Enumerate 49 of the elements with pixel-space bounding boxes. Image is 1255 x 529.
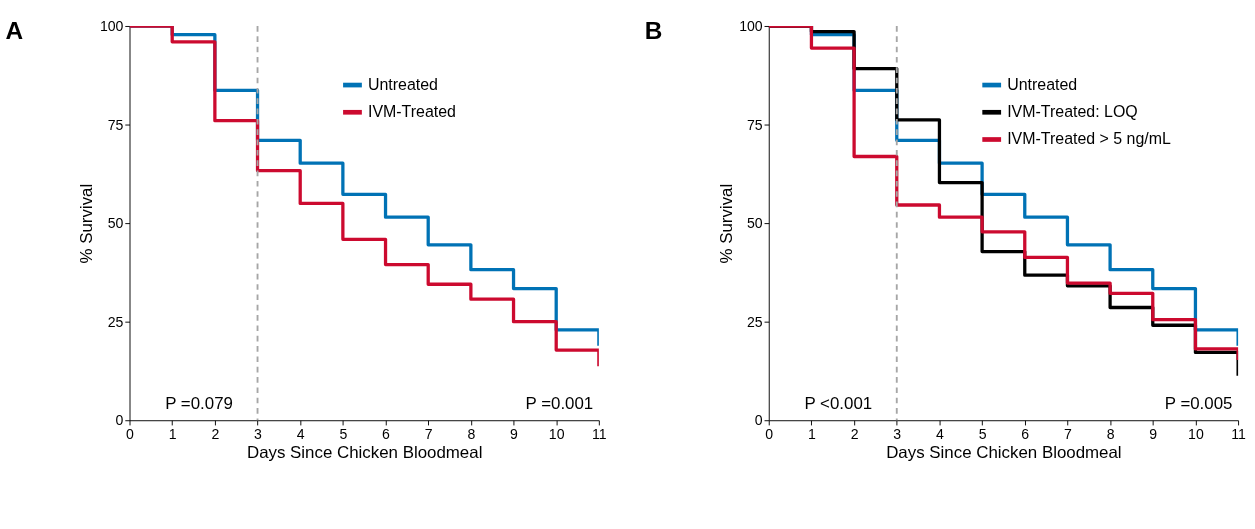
y-tick-label: 100 <box>739 18 763 35</box>
y-tick-label: 75 <box>747 116 763 133</box>
x-tick-label: 0 <box>126 425 135 442</box>
legend-label: IVM-Treated > 5 ng/mL <box>1007 130 1172 148</box>
x-tick-label: 1 <box>168 425 177 442</box>
annotation: P =0.079 <box>165 393 233 413</box>
x-tick-label: 0 <box>765 425 774 442</box>
x-tick-label: 2 <box>850 425 859 442</box>
y-tick-label: 0 <box>115 412 124 429</box>
y-tick-label: 25 <box>747 313 763 330</box>
x-tick-label: 8 <box>467 425 476 442</box>
x-tick-label: 7 <box>1063 425 1072 442</box>
legend-label: IVM-Treated <box>367 102 456 120</box>
chart-title: B <box>644 17 663 45</box>
x-tick-label: 8 <box>1106 425 1115 442</box>
x-tick-label: 10 <box>1188 425 1204 442</box>
legend-label: IVM-Treated: LOQ <box>1007 102 1138 120</box>
x-tick-label: 6 <box>382 425 391 442</box>
y-axis-title: % Survival <box>77 183 97 264</box>
y-tick-label: 100 <box>99 18 124 35</box>
x-tick-label: 9 <box>510 425 519 442</box>
x-tick-label: 10 <box>548 425 565 442</box>
annotation: P =0.001 <box>525 393 594 413</box>
y-tick-label: 25 <box>107 313 124 330</box>
x-tick-label: 5 <box>339 425 348 442</box>
x-axis-title: Days Since Chicken Bloodmeal <box>886 443 1122 463</box>
annotation: P =0.005 <box>1164 393 1233 413</box>
x-tick-label: 4 <box>935 425 944 442</box>
x-axis-title: Days Since Chicken Bloodmeal <box>246 443 483 463</box>
x-tick-label: 1 <box>807 425 816 442</box>
x-tick-label: 4 <box>296 425 305 442</box>
y-tick-label: 0 <box>754 412 763 429</box>
legend-label: Untreated <box>367 75 438 93</box>
x-tick-label: 7 <box>424 425 433 442</box>
y-tick-label: 50 <box>747 215 763 232</box>
x-tick-label: 3 <box>893 425 902 442</box>
y-tick-label: 50 <box>107 215 124 232</box>
x-tick-label: 9 <box>1149 425 1158 442</box>
x-tick-label: 6 <box>1021 425 1030 442</box>
y-axis-title: % Survival <box>716 183 736 264</box>
chart-title: A <box>5 17 24 45</box>
x-tick-label: 11 <box>1231 425 1247 442</box>
y-tick-label: 75 <box>107 116 124 133</box>
x-tick-label: 11 <box>592 425 607 442</box>
x-tick-label: 5 <box>978 425 987 442</box>
legend-label: Untreated <box>1007 75 1078 93</box>
annotation: P <0.001 <box>804 393 873 413</box>
x-tick-label: 2 <box>211 425 220 442</box>
x-tick-label: 3 <box>254 425 263 442</box>
